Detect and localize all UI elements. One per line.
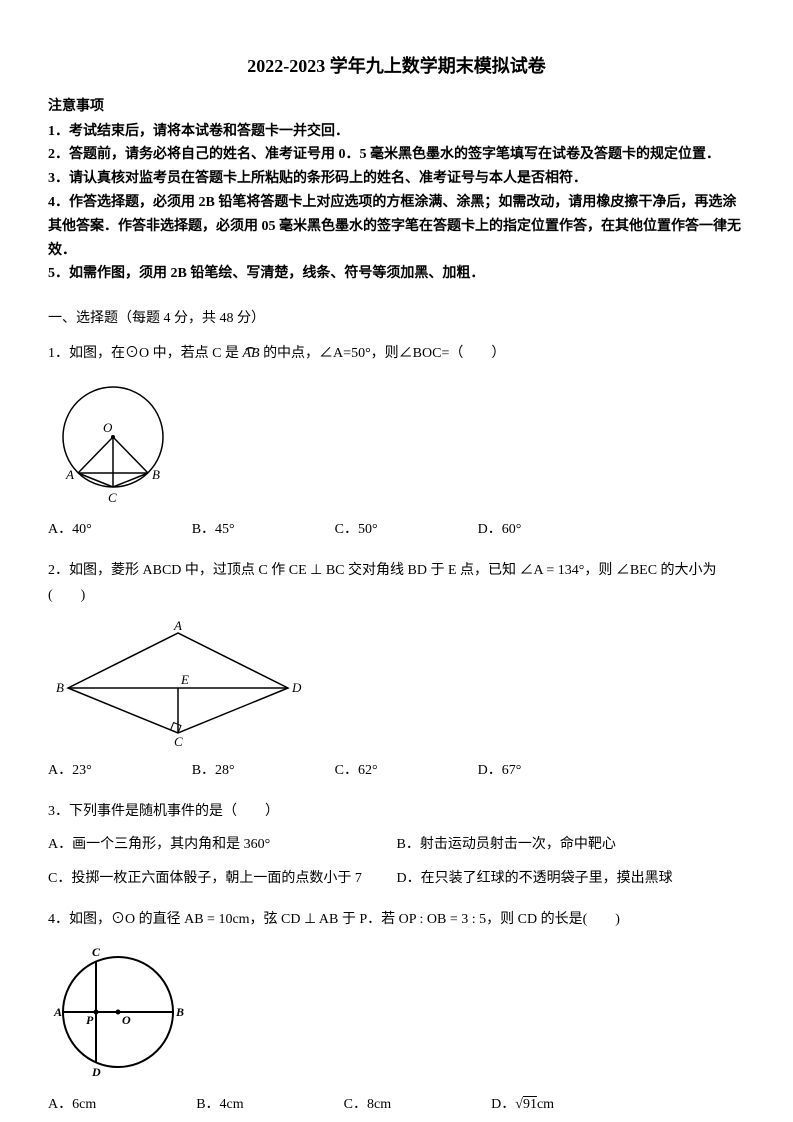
svg-text:O: O (103, 420, 113, 435)
notice-item-3: 3．请认真核对监考员在答题卡上所粘贴的条形码上的姓名、准考证号与本人是否相符． (48, 167, 745, 191)
question-3: 3．下列事件是随机事件的是（ ） (48, 799, 745, 824)
q3-text: 3．下列事件是随机事件的是（ ） (48, 804, 279, 819)
q4-option-d-sqrt: 91 (523, 1092, 537, 1117)
q4-text: 4．如图，⊙O 的直径 AB = 10cm，弦 CD ⊥ AB 于 P．若 OP… (48, 912, 620, 927)
q4-option-d-pre: D． (491, 1097, 515, 1112)
q2-option-d: D．67° (478, 758, 522, 783)
notice-item-5: 5．如需作图，须用 2B 铅笔绘、写清楚，线条、符号等须加黑、加粗． (48, 262, 745, 286)
question-4: 4．如图，⊙O 的直径 AB = 10cm，弦 CD ⊥ AB 于 P．若 OP… (48, 907, 745, 932)
svg-text:C: C (108, 490, 117, 505)
notice-item-1: 1．考试结束后，请将本试卷和答题卡一并交回． (48, 120, 745, 144)
q2-figure: A B C D E (48, 618, 745, 748)
question-1: 1．如图，在⊙O 中，若点 C 是 ⌢AB 的中点，∠A=50°，则∠BOC=（… (48, 341, 745, 366)
q4-options: A．6cm B．4cm C．8cm D．√91cm (48, 1092, 745, 1117)
page-title: 2022-2023 学年九上数学期末模拟试卷 (48, 50, 745, 82)
q3-option-b: B．射击运动员射击一次，命中靶心 (397, 832, 746, 857)
svg-text:O: O (122, 1013, 131, 1027)
q2-text: 2．如图，菱形 ABCD 中，过顶点 C 作 CE ⊥ BC 交对角线 BD 于… (48, 563, 717, 603)
q3-option-a: A．画一个三角形，其内角和是 360° (48, 832, 397, 857)
svg-text:B: B (175, 1005, 184, 1019)
q2-option-b: B．28° (192, 758, 235, 783)
q1-option-d: D．60° (478, 517, 522, 542)
svg-text:D: D (91, 1065, 101, 1079)
svg-text:C: C (174, 734, 183, 748)
q4-option-d: D．√91cm (491, 1092, 554, 1117)
q1-option-b: B．45° (192, 517, 235, 542)
q2-option-c: C．62° (335, 758, 378, 783)
svg-text:A: A (173, 618, 182, 633)
q2-option-a: A．23° (48, 758, 92, 783)
q3-option-d: D．在只装了红球的不透明袋子里，摸出黑球 (397, 866, 746, 891)
svg-text:B: B (152, 467, 160, 482)
svg-text:D: D (291, 680, 302, 695)
notice-item-2: 2．答题前，请务必将自己的姓名、准考证号用 0．5 毫米黑色墨水的签字笔填写在试… (48, 143, 745, 167)
q3-option-c: C．投掷一枚正六面体骰子，朝上一面的点数小于 7 (48, 866, 397, 891)
q1-text-pre: 1．如图，在⊙O 中，若点 C 是 (48, 346, 242, 361)
q1-option-c: C．50° (335, 517, 378, 542)
q4-option-a: A．6cm (48, 1092, 96, 1117)
sqrt-symbol: √ (515, 1097, 523, 1112)
q4-figure: A B C D O P (48, 942, 745, 1082)
q3-options: A．画一个三角形，其内角和是 360° B．射击运动员射击一次，命中靶心 C．投… (48, 832, 745, 898)
q1-figure: O A B C (48, 377, 745, 507)
svg-text:E: E (180, 672, 189, 687)
svg-text:A: A (65, 467, 74, 482)
section-1-header: 一、选择题（每题 4 分，共 48 分） (48, 306, 745, 331)
q1-text-post: 的中点，∠A=50°，则∠BOC=（ ） (260, 346, 506, 361)
q4-option-d-post: cm (537, 1097, 554, 1112)
q4-option-b: B．4cm (196, 1092, 243, 1117)
q1-option-a: A．40° (48, 517, 92, 542)
q4-option-c: C．8cm (344, 1092, 391, 1117)
notice-item-4: 4．作答选择题，必须用 2B 铅笔将答题卡上对应选项的方框涂满、涂黑；如需改动，… (48, 191, 745, 262)
notice-section: 注意事项 1．考试结束后，请将本试卷和答题卡一并交回． 2．答题前，请务必将自己… (48, 94, 745, 286)
q2-options: A．23° B．28° C．62° D．67° (48, 758, 745, 783)
notice-header: 注意事项 (48, 94, 745, 119)
svg-text:C: C (92, 945, 101, 959)
svg-text:A: A (53, 1005, 62, 1019)
svg-text:B: B (56, 680, 64, 695)
question-2: 2．如图，菱形 ABCD 中，过顶点 C 作 CE ⊥ BC 交对角线 BD 于… (48, 558, 745, 608)
svg-text:P: P (86, 1013, 94, 1027)
arc-ab: ⌢AB (242, 341, 259, 366)
q1-options: A．40° B．45° C．50° D．60° (48, 517, 745, 542)
